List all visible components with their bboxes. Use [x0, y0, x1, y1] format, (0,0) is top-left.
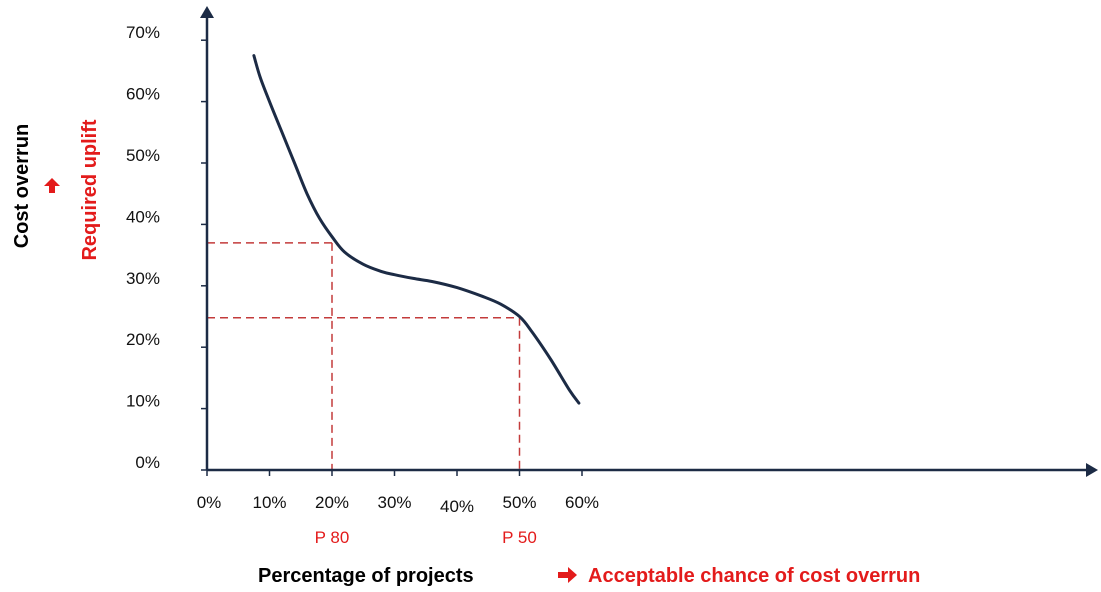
percentile-label: P 50 [502, 528, 537, 547]
x-tick-label: 60% [565, 493, 599, 512]
x-tick-label: 10% [252, 493, 286, 512]
x-tick-label: 20% [315, 493, 349, 512]
y-axis-secondary-title: Required uplift [79, 119, 101, 260]
y-tick-label: 70% [126, 23, 160, 42]
series [252, 54, 581, 405]
reference-lines [207, 242, 521, 470]
y-tick-label: 60% [126, 85, 160, 104]
axes [200, 6, 1098, 477]
cost-overrun-curve [252, 54, 581, 405]
y-arrow-icon [44, 178, 60, 193]
x-arrow-icon [558, 567, 577, 583]
x-tick-label: 0% [197, 493, 222, 512]
y-tick-label: 30% [126, 269, 160, 288]
tick-labels: 0% 10% 20% 30% 40% 50% 60% 0% 10% 20% 30% 40% 50% 60%… [126, 23, 599, 516]
y-axis-arrowhead [200, 6, 214, 18]
percentile-label: P 80 [315, 528, 350, 547]
annotations: P 80 P 50 [315, 528, 537, 547]
y-tick-label: 0% [135, 453, 160, 472]
x-axis-arrowhead [1086, 463, 1098, 477]
y-tick-label: 40% [126, 207, 160, 226]
y-tick-label: 10% [126, 392, 160, 411]
y-tick-label: 20% [126, 330, 160, 349]
x-axis-title: Percentage of projects [258, 565, 474, 587]
x-axis-secondary-title: Acceptable chance of cost overrun [588, 565, 920, 587]
x-tick-label: 50% [502, 493, 536, 512]
y-tick-label: 50% [126, 146, 160, 165]
x-tick-label: 30% [377, 493, 411, 512]
y-axis-title: Cost overrun [11, 124, 33, 248]
x-tick-label: 40% [440, 497, 474, 516]
